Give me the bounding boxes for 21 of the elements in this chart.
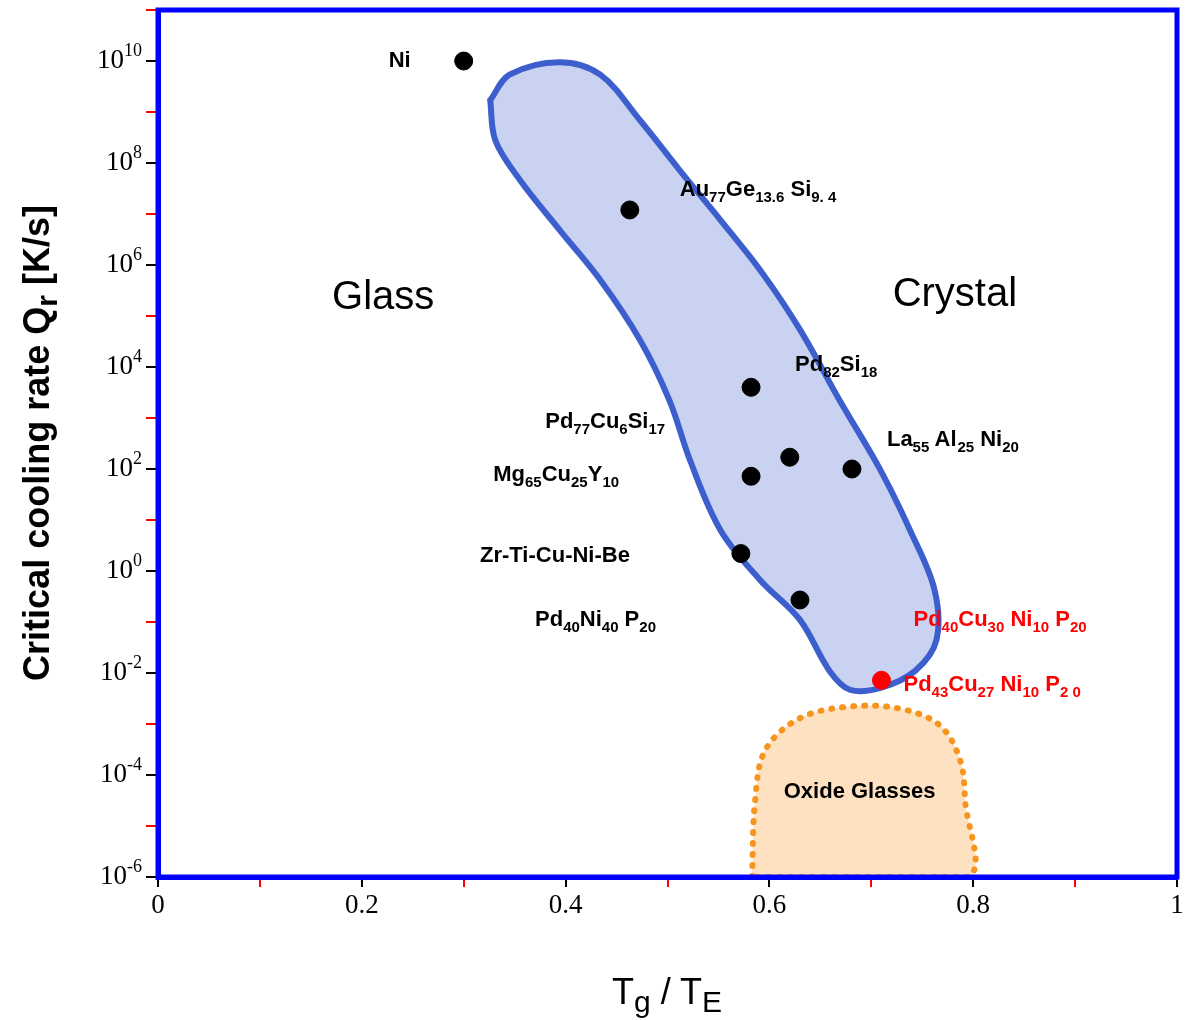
annotation: Glass [332, 272, 435, 317]
point [780, 447, 800, 467]
annotation: Crystal [892, 270, 1018, 315]
point [741, 466, 761, 486]
point [871, 670, 891, 690]
point [741, 377, 761, 397]
point [731, 544, 751, 564]
x-axis-title: T$_{g}$ / T$_{E}$ [611, 970, 723, 1020]
annotation: Ni [388, 47, 411, 73]
x-tick-label: 0.4 [548, 889, 583, 920]
point [790, 590, 810, 610]
x-tick-label: 1 [1170, 889, 1184, 920]
x-tick-label: 0.6 [752, 889, 787, 920]
annotation: Zr-Ti-Cu-Ni-Be [480, 542, 630, 568]
point [842, 459, 862, 479]
series-label: Oxide Glasses [783, 777, 936, 803]
x-tick-label: 0.2 [344, 889, 379, 920]
point [454, 51, 474, 71]
x-tick-label: 0 [151, 889, 165, 920]
point [620, 200, 640, 220]
x-tick-label: 0.8 [956, 889, 991, 920]
